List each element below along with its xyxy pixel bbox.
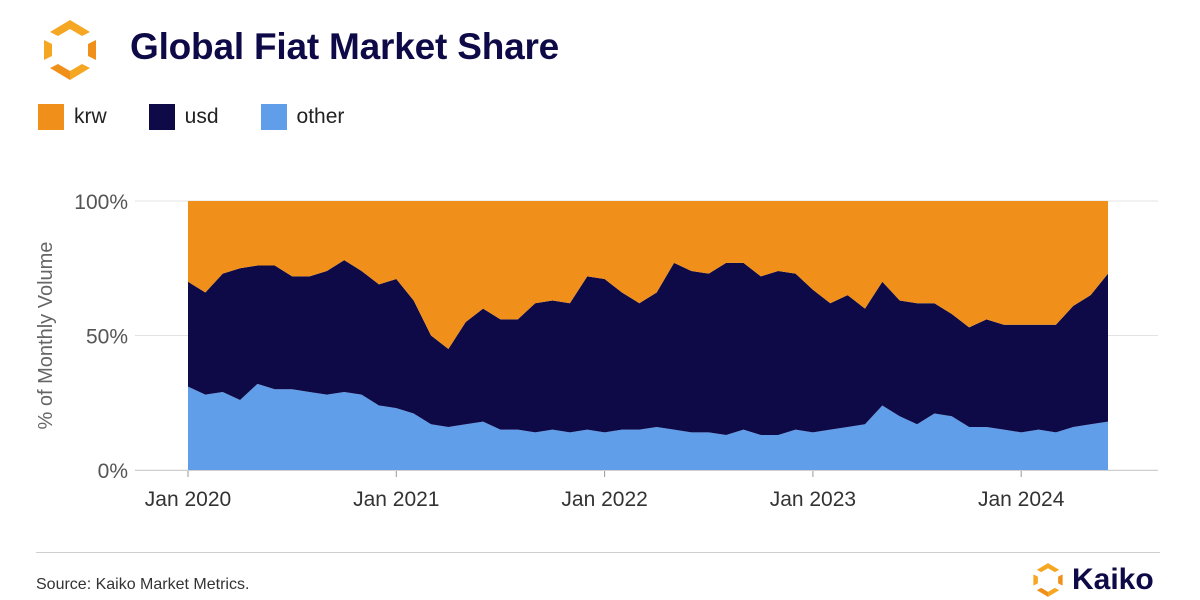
legend-swatch-krw (38, 104, 64, 130)
y-tick-label: 0% (98, 460, 128, 483)
legend-swatch-other (260, 104, 287, 130)
area-series-other (188, 383, 1108, 470)
legend-swatch-usd (148, 104, 175, 130)
footer-divider (36, 552, 1160, 553)
brand-name: Kaiko (1072, 563, 1154, 596)
x-tick-label: Jan 2023 (770, 488, 856, 511)
x-tick-label: Jan 2021 (353, 488, 439, 511)
kaiko-brand-icon (1033, 563, 1063, 597)
legend-item-usd: usd (148, 104, 219, 130)
y-tick-label: 50% (86, 326, 128, 349)
source-note: Source: Kaiko Market Metrics. (36, 576, 250, 593)
legend-item-other: other (260, 104, 345, 130)
legend-label-krw: krw (74, 105, 107, 128)
x-tick-label: Jan 2024 (978, 488, 1065, 511)
kaiko-logo-icon (44, 20, 96, 80)
y-tick-label: 100% (74, 191, 128, 214)
brand-logo: Kaiko (1030, 562, 1154, 598)
x-tick-label: Jan 2020 (145, 488, 231, 511)
legend-item-krw: krw (38, 104, 107, 130)
page-title: Global Fiat Market Share (130, 26, 560, 67)
legend-label-other: other (296, 105, 345, 128)
y-axis-label: % of Monthly Volume (35, 242, 57, 430)
area-series-usd (188, 260, 1108, 436)
chart-legend: krw usd other (38, 104, 386, 130)
area-series-krw (188, 201, 1108, 349)
x-tick-label: Jan 2022 (561, 488, 647, 511)
legend-label-usd: usd (184, 105, 219, 128)
